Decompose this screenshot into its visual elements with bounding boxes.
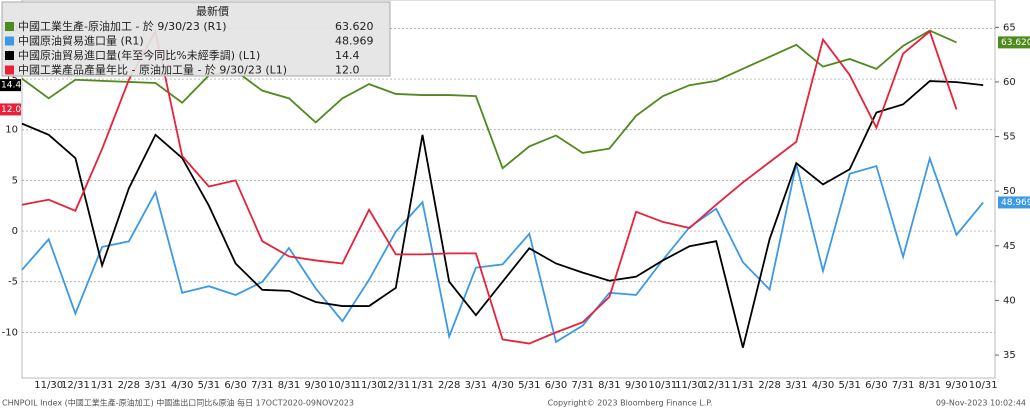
x-tick-label: 3/31 <box>144 380 166 391</box>
latest-tag-label: 14.4 <box>1 81 21 91</box>
y-tick-label: 0 <box>12 226 18 237</box>
x-tick-label: 9/30 <box>304 380 326 391</box>
series-line <box>21 28 958 345</box>
y2-tick-label: 40 <box>1003 295 1016 306</box>
latest-tag-label: 48.969 <box>1001 198 1030 208</box>
x-tick-label: 2/28 <box>118 380 140 391</box>
latest-tag: 63.620 <box>998 36 1030 49</box>
latest-tag-label: 63.620 <box>1001 38 1030 48</box>
latest-tag-bg <box>998 196 1030 209</box>
y2-tick-label: 60 <box>1003 77 1016 88</box>
latest-tag-bg <box>998 36 1030 49</box>
y-tick-label: 5 <box>12 175 18 186</box>
legend-value: 48.969 <box>335 35 374 48</box>
legend-box <box>1 1 391 77</box>
x-tick-label: 2/28 <box>758 380 780 391</box>
x-tick-label: 5/31 <box>198 380 220 391</box>
y2-tick-label: 45 <box>1003 241 1016 252</box>
x-tick-label: 6/30 <box>865 380 887 391</box>
x-tick-label: 3/31 <box>785 380 807 391</box>
x-tick-label: 1/31 <box>411 380 433 391</box>
legend-swatch <box>5 22 14 31</box>
latest-tag-label: 12.0 <box>1 105 21 115</box>
series-line <box>21 29 957 170</box>
x-tick-label: 1/31 <box>732 380 754 391</box>
x-tick-label: 7/31 <box>251 380 273 391</box>
x-tick-label: 5/31 <box>838 380 860 391</box>
x-tick-label: 12/31 <box>702 380 731 391</box>
y-tick-label: 10 <box>5 125 18 136</box>
x-tick-label: 6/30 <box>224 380 246 391</box>
legend-label: 中國原油貿易進口量(年至今同比%未經季調) (L1) <box>18 48 260 62</box>
x-tick-label: 8/31 <box>278 380 300 391</box>
legend-label: 中國原油貿易進口量 (R1) <box>18 34 144 48</box>
x-tick-label: 12/31 <box>61 380 90 391</box>
y-tick-label: -5 <box>8 277 18 288</box>
x-tick-label: 4/30 <box>491 380 513 391</box>
latest-tag-bg <box>0 79 21 92</box>
y2-tick-label: 50 <box>1003 186 1016 197</box>
x-tick-label: 7/31 <box>892 380 914 391</box>
legend-value: 14.4 <box>335 49 360 62</box>
latest-tag: 12.0 <box>0 103 21 116</box>
x-tick-label: 11/30 <box>355 380 384 391</box>
series-line <box>21 80 984 348</box>
legend-swatch <box>5 51 14 60</box>
x-tick-label: 1/31 <box>91 380 113 391</box>
x-tick-label: 11/30 <box>675 380 704 391</box>
x-tick-label: 5/31 <box>518 380 540 391</box>
x-tick-label: 7/31 <box>571 380 593 391</box>
x-tick-label: 10/31 <box>648 380 677 391</box>
legend-label: 中國工業產品產量年比 - 原油加工量 - 於 9/30/23 (L1) <box>18 63 287 77</box>
footer-center: Copyright© 2023 Bloomberg Finance L.P. <box>548 399 713 408</box>
x-tick-label: 9/30 <box>945 380 967 391</box>
latest-tag-bg <box>0 103 21 116</box>
x-tick-label: 12/31 <box>381 380 410 391</box>
x-tick-label: 8/31 <box>919 380 941 391</box>
latest-tag: 48.969 <box>998 196 1030 209</box>
footer-right: 09-Nov-2023 10:02:44 <box>936 399 1026 408</box>
y-tick-label: -10 <box>2 327 18 338</box>
x-tick-label: 8/31 <box>598 380 620 391</box>
x-tick-label: 4/30 <box>171 380 193 391</box>
legend-value: 12.0 <box>335 64 360 77</box>
y2-tick-label: 55 <box>1003 132 1016 143</box>
legend-swatch <box>5 36 14 46</box>
y2-tick-label: 35 <box>1003 350 1016 361</box>
legend-label: 中國工業生產-原油加工 - 於 9/30/23 (R1) <box>18 19 227 33</box>
x-tick-label: 10/31 <box>969 380 998 391</box>
x-tick-label: 10/31 <box>328 380 357 391</box>
series-line <box>21 155 984 344</box>
x-tick-label: 2/28 <box>438 380 460 391</box>
legend-swatch <box>5 65 14 75</box>
legend-value: 63.620 <box>335 20 374 33</box>
x-tick-label: 3/31 <box>465 380 487 391</box>
y2-tick-label: 65 <box>1003 22 1016 33</box>
x-tick-label: 6/30 <box>545 380 567 391</box>
legend-header: 最新價 <box>196 4 229 18</box>
x-tick-label: 11/30 <box>34 380 63 391</box>
x-tick-label: 9/30 <box>625 380 647 391</box>
latest-tag: 14.4 <box>0 79 21 92</box>
x-tick-label: 4/30 <box>812 380 834 391</box>
footer-left: CHNPOIL Index (中國工業生產-原油加工) 中國進出口同比&原油 每… <box>2 398 354 408</box>
